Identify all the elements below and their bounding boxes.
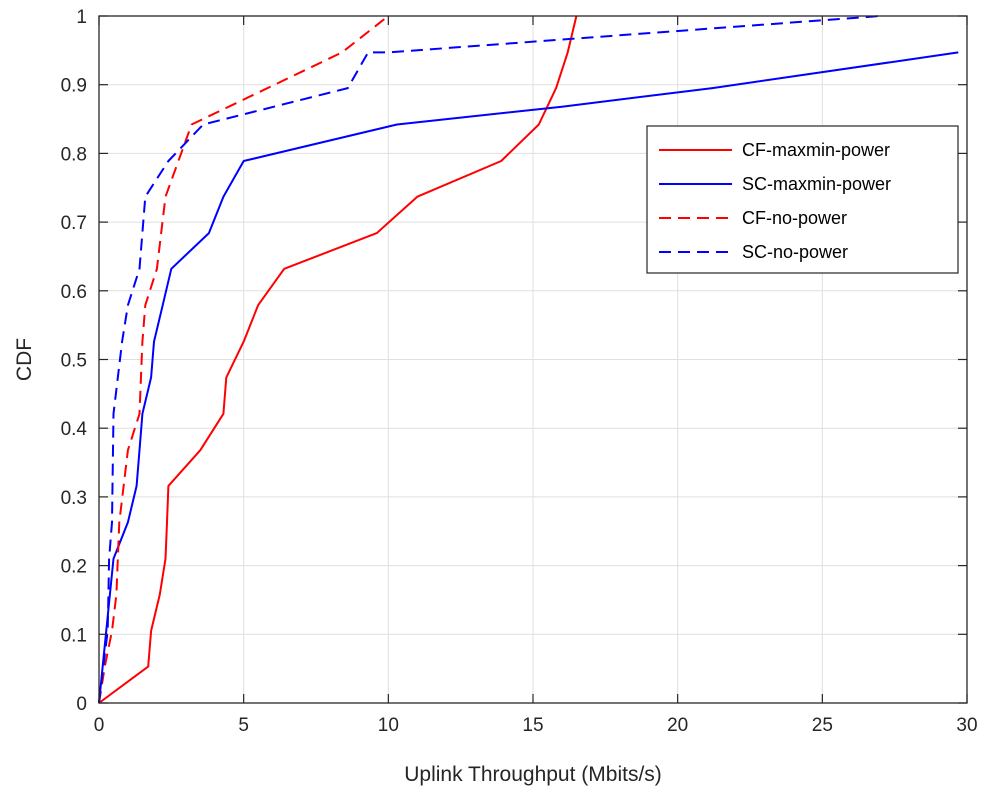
y-tick-label: 1 [76, 7, 87, 28]
y-tick-label: 0.8 [61, 144, 87, 165]
y-tick-label: 0.3 [61, 488, 87, 509]
y-axis-label: CDF [13, 338, 36, 381]
legend-label: CF-maxmin-power [742, 140, 890, 160]
series-line-cf-no-power [98, 15, 389, 704]
legend-label: SC-no-power [742, 242, 848, 262]
x-tick-label: 15 [522, 715, 543, 736]
series-line-sc-maxmin-power [98, 51, 959, 704]
y-tick-label: 0.2 [61, 557, 87, 578]
x-tick-label: 30 [956, 715, 977, 736]
y-tick-label: 0.7 [61, 213, 87, 234]
x-tick-label: 20 [667, 715, 688, 736]
series-line-cf-maxmin-power [98, 15, 578, 704]
axis-ticks: 0 5 10 15 20 25 30 0 0.1 0.2 0.3 0.4 0.5 0.6 0.7 0.8 0.9… [61, 7, 978, 736]
y-tick-label: 0.4 [61, 419, 88, 440]
y-tick-label: 0 [76, 694, 87, 715]
y-tick-label: 0.1 [61, 625, 87, 646]
y-tick-label: 0.6 [61, 282, 87, 303]
legend: CF-maxmin-power SC-maxmin-power CF-no-powe… [646, 125, 959, 274]
grid-lines [98, 15, 968, 704]
x-tick-label: 5 [238, 715, 249, 736]
x-tick-label: 25 [812, 715, 833, 736]
y-tick-label: 0.9 [61, 76, 87, 97]
series-layer [98, 15, 959, 704]
x-tick-label: 10 [378, 715, 399, 736]
legend-label: CF-no-power [742, 208, 847, 228]
x-axis-label: Uplink Throughput (Mbits/s) [404, 763, 662, 786]
y-tick-label: 0.5 [61, 351, 87, 372]
legend-label: SC-maxmin-power [742, 174, 891, 194]
x-tick-label: 0 [94, 715, 105, 736]
series-line-sc-no-power [98, 15, 881, 704]
